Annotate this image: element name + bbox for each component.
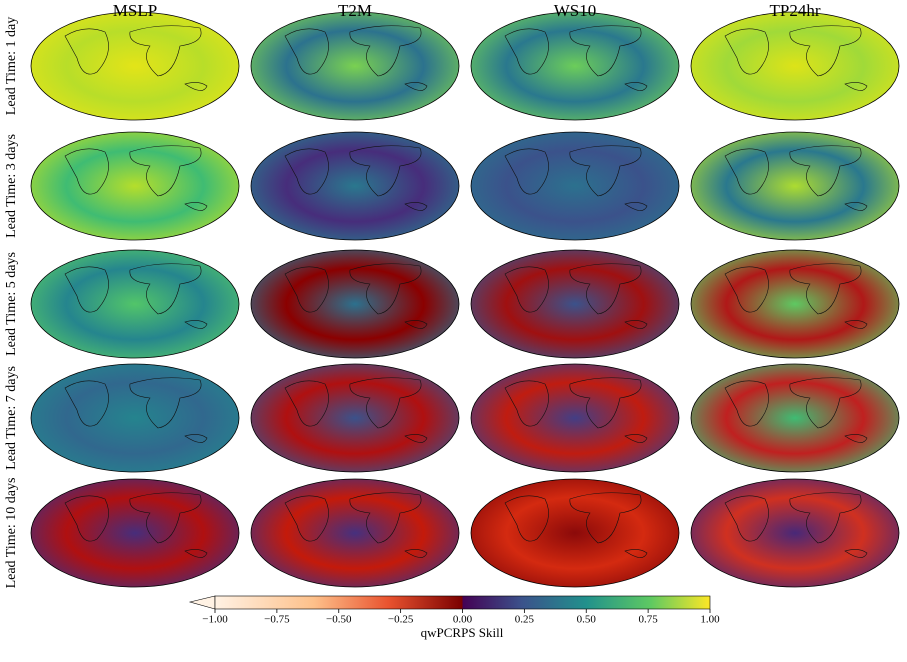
column-title: T2M bbox=[338, 1, 372, 20]
colorbar-tick-label: 0.00 bbox=[453, 614, 473, 626]
colorbar-label: qwPCRPS Skill bbox=[421, 625, 504, 640]
row-label: Lead Time: 5 days bbox=[4, 252, 19, 356]
colorbar bbox=[214, 595, 711, 610]
colorbar-tick-label: 0.50 bbox=[577, 614, 597, 626]
coastline bbox=[504, 263, 648, 329]
column-title: TP24hr bbox=[770, 1, 821, 20]
map-panel bbox=[30, 11, 240, 121]
coastline bbox=[504, 145, 648, 211]
row-label: Lead Time: 10 days bbox=[4, 478, 19, 589]
map-panel bbox=[250, 131, 460, 241]
colorbar-tick-label: −0.50 bbox=[326, 614, 352, 626]
coastline bbox=[284, 263, 428, 329]
coastline bbox=[724, 25, 868, 91]
row-label: Lead Time: 1 day bbox=[4, 17, 19, 115]
map-panel bbox=[690, 11, 900, 121]
coastline bbox=[284, 145, 428, 211]
coastline bbox=[724, 377, 868, 443]
map-panel bbox=[470, 478, 680, 588]
coastline bbox=[724, 492, 868, 558]
colorbar-tick-label: −0.25 bbox=[388, 614, 414, 626]
map-panel bbox=[470, 249, 680, 359]
map-panel bbox=[470, 131, 680, 241]
map-panel bbox=[690, 478, 900, 588]
coastline bbox=[64, 263, 208, 329]
map-panel bbox=[30, 363, 240, 473]
coastline bbox=[504, 377, 648, 443]
map-panel bbox=[250, 11, 460, 121]
column-title: WS10 bbox=[554, 1, 597, 20]
colorbar-tick-label: 0.25 bbox=[515, 614, 535, 626]
coastline bbox=[64, 25, 208, 91]
coastline bbox=[64, 492, 208, 558]
colorbar-extend bbox=[188, 595, 216, 610]
map-panel bbox=[250, 363, 460, 473]
coastline bbox=[284, 492, 428, 558]
row-label: Lead Time: 3 days bbox=[4, 134, 19, 238]
coastline bbox=[64, 377, 208, 443]
coastline bbox=[64, 145, 208, 211]
map-panel bbox=[470, 11, 680, 121]
colorbar-tick-label: −0.75 bbox=[264, 614, 290, 626]
map-panel bbox=[690, 363, 900, 473]
coastline bbox=[284, 25, 428, 91]
column-title: MSLP bbox=[113, 1, 157, 20]
colorbar-tick-label: −1.00 bbox=[202, 614, 228, 626]
map-panel bbox=[690, 131, 900, 241]
map-panel bbox=[250, 478, 460, 588]
colorbar-tick-label: 0.75 bbox=[639, 614, 659, 626]
map-panel bbox=[30, 131, 240, 241]
map-grid bbox=[30, 11, 900, 588]
coastline bbox=[504, 25, 648, 91]
coastline bbox=[284, 377, 428, 443]
coastline bbox=[724, 263, 868, 329]
map-panel bbox=[250, 249, 460, 359]
map-panel bbox=[30, 478, 240, 588]
colorbar-tick-label: 1.00 bbox=[700, 614, 720, 626]
coastline bbox=[724, 145, 868, 211]
coastline bbox=[504, 492, 648, 558]
map-panel bbox=[690, 249, 900, 359]
map-panel bbox=[470, 363, 680, 473]
row-label: Lead Time: 7 days bbox=[4, 366, 19, 470]
map-panel bbox=[30, 249, 240, 359]
